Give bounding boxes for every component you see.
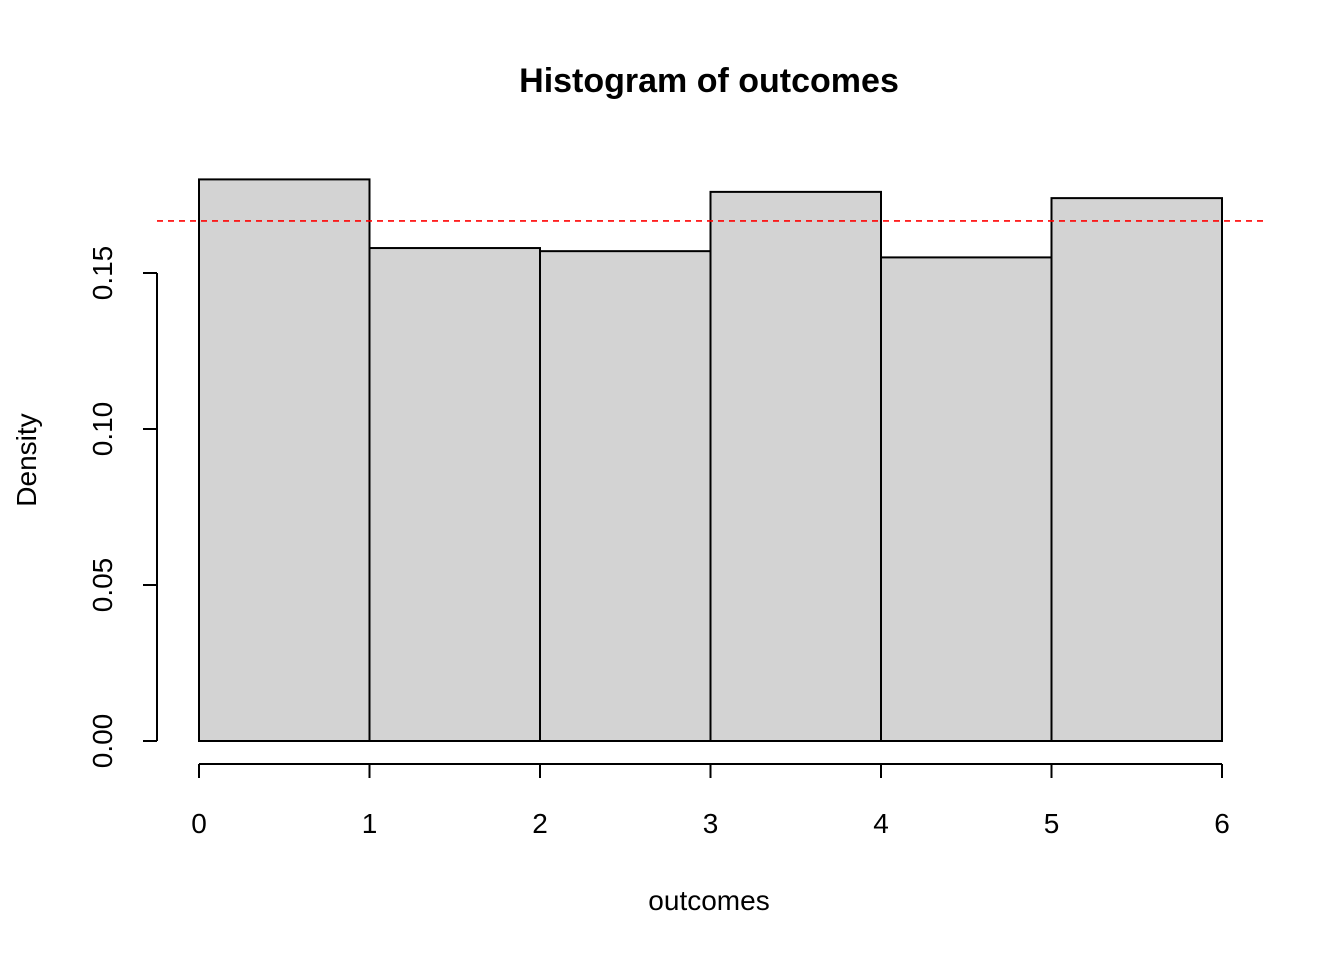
y-axis: 0.00 0.05 0.10 0.15 <box>87 246 158 769</box>
x-axis: 0 1 2 3 4 5 6 <box>191 763 1230 839</box>
x-tick-label-4: 4 <box>873 808 889 839</box>
x-tick-label-3: 3 <box>703 808 719 839</box>
y-axis-label: Density <box>11 413 42 506</box>
y-tick-label-0: 0.00 <box>87 714 118 769</box>
y-tick-label-1: 0.05 <box>87 558 118 613</box>
y-tick-label-3: 0.15 <box>87 246 118 301</box>
histogram-bar-0 <box>198 178 371 742</box>
x-tick-label-6: 6 <box>1214 808 1230 839</box>
y-tick-label-2: 0.10 <box>87 402 118 457</box>
x-tick-label-2: 2 <box>532 808 548 839</box>
bars-group <box>198 178 1223 742</box>
chart-title: Histogram of outcomes <box>519 62 899 100</box>
histogram-bar-1 <box>368 247 541 742</box>
histogram-bar-4 <box>880 256 1053 742</box>
histogram-bar-2 <box>539 250 712 742</box>
x-tick-label-0: 0 <box>191 808 207 839</box>
x-tick-label-1: 1 <box>362 808 378 839</box>
histogram-bar-5 <box>1050 197 1223 742</box>
x-axis-label: outcomes <box>648 885 769 916</box>
x-tick-label-5: 5 <box>1044 808 1060 839</box>
histogram-bar-3 <box>709 190 882 742</box>
